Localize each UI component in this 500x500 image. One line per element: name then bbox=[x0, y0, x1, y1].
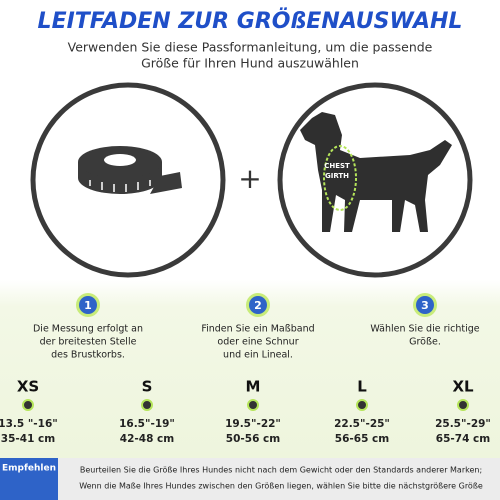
size-inches: 19.5"-22" bbox=[225, 418, 281, 430]
footer-text: Wenn die Maße Ihres Hundes zwischen den … bbox=[79, 482, 483, 491]
step-text: Die Messung erfolgt an bbox=[33, 324, 143, 335]
step-text: des Brustkorbs. bbox=[51, 350, 125, 361]
size-dot bbox=[22, 399, 34, 411]
size-dot bbox=[141, 399, 153, 411]
tape-icon bbox=[78, 146, 182, 194]
step-text: Größe. bbox=[409, 337, 441, 348]
size-cm: 42-48 cm bbox=[120, 433, 174, 445]
step-number: 2 bbox=[254, 299, 262, 312]
footer bbox=[0, 458, 500, 500]
size-name: L bbox=[357, 378, 367, 396]
size-inches: 13.5 "-16" bbox=[0, 418, 58, 430]
circle bbox=[277, 82, 473, 278]
title: LEITFADEN ZUR GRÖßENAUSWAHL bbox=[38, 8, 463, 34]
size-cm: 65-74 cm bbox=[436, 433, 490, 445]
size-inches: 16.5"-19" bbox=[119, 418, 175, 430]
size-name: S bbox=[142, 378, 153, 396]
size-dot bbox=[247, 399, 259, 411]
size-inches: 22.5"-25" bbox=[334, 418, 390, 430]
size-dot bbox=[356, 399, 368, 411]
size-cm: 35-41 cm bbox=[1, 433, 55, 445]
footer-text: Beurteilen Sie die Größe Ihres Hundes ni… bbox=[80, 466, 482, 475]
size-name: M bbox=[246, 378, 261, 396]
circle bbox=[30, 82, 226, 278]
size-dot bbox=[457, 399, 469, 411]
dog bbox=[300, 112, 452, 232]
step-badge bbox=[79, 296, 97, 314]
step-text: oder eine Schnur bbox=[217, 337, 298, 348]
footer-label-box bbox=[0, 458, 58, 500]
step-text: Finden Sie ein Maßband bbox=[201, 324, 314, 335]
step-number: 3 bbox=[421, 299, 429, 312]
step-text: der breitesten Stelle bbox=[40, 337, 137, 348]
size-name: XL bbox=[452, 378, 474, 396]
subtitle: Verwenden Sie diese Passformanleitung, u… bbox=[68, 40, 433, 55]
chest-label: GIRTH bbox=[325, 172, 349, 180]
step-text: und ein Lineal. bbox=[223, 350, 293, 361]
step-number: 1 bbox=[84, 299, 92, 312]
plus: + bbox=[238, 162, 261, 195]
size-cm: 56-65 cm bbox=[335, 433, 389, 445]
step-badge bbox=[249, 296, 267, 314]
chest-label: CHEST bbox=[324, 162, 350, 170]
step-text: Wählen Sie die richtige bbox=[370, 324, 479, 335]
footer-label: Empfehlen bbox=[2, 464, 56, 474]
size-name: XS bbox=[17, 378, 39, 396]
size-cm: 50-56 cm bbox=[226, 433, 280, 445]
size-inches: 25.5"-29" bbox=[435, 418, 491, 430]
subtitle: Größe für Ihren Hund auszuwählen bbox=[141, 56, 359, 71]
step-badge bbox=[416, 296, 434, 314]
